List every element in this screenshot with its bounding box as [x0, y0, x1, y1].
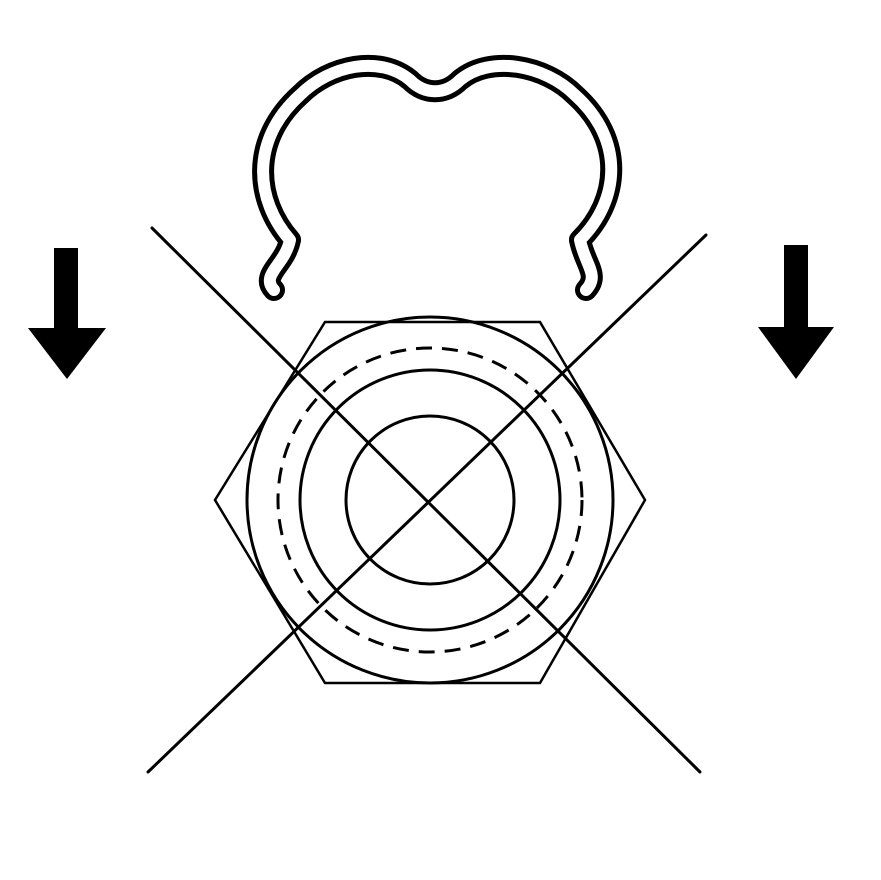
retaining-clip [252, 54, 623, 301]
hex-fitting [213, 320, 647, 685]
down-arrow-right [758, 245, 834, 379]
x-cross-lines [146, 226, 708, 774]
inner-ring [344, 414, 516, 586]
outer-ring [245, 315, 615, 685]
dashed-ring [276, 346, 584, 654]
down-arrow-left [28, 248, 106, 379]
cross-line-up [146, 233, 708, 774]
cross-line-down [150, 226, 702, 774]
middle-ring [298, 368, 562, 632]
